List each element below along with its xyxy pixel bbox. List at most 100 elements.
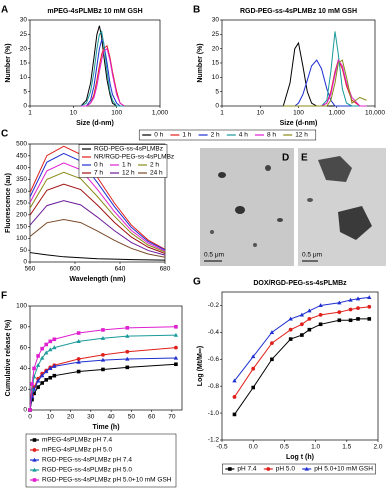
panel-label: B [193,5,200,16]
x-tick-label: 1.0 [311,444,320,451]
x-tick-label: 60 [148,414,156,421]
marker [32,366,36,371]
tem-image-d: 0.5 μm D [200,148,294,266]
series-line [80,47,125,107]
marker [318,312,323,317]
x-tick-label: 600 [70,266,81,273]
y-tick-label: 100 [16,235,27,242]
marker [307,317,312,321]
y-tick-label: 80 [20,324,28,331]
marker [32,448,37,452]
y-tick-label: 30 [20,17,28,24]
marker [101,328,105,332]
marker [125,365,130,370]
y-tick-label: -0.8 [208,383,220,390]
plot-frame [221,291,379,441]
x-tick-label: 1 [28,110,32,117]
y-axis-label: Number (%) [5,43,12,82]
legend-label: 0 h [94,162,103,169]
marker [307,308,312,313]
y-tick-label: 5 [23,88,27,95]
series-line [29,162,166,252]
y-tick-label: 300 [16,188,27,195]
marker [52,337,57,342]
y-tick-label: 20 [212,45,220,52]
series-line [80,30,125,107]
y-tick-label: 0 [23,407,27,414]
chart-panel: 0 20 40 60 80 100 0 10 20 30 40 50 60 70 F Time (h) Cumu… [1,291,183,488]
marker [32,457,37,462]
x-tick-label: 20 [67,414,75,421]
marker [52,373,57,378]
series-line [283,59,367,107]
series-line [29,200,166,256]
marker [251,354,256,359]
marker [173,332,179,337]
y-tick-label: 40 [20,365,28,372]
marker [266,467,271,471]
marker [355,296,361,301]
particle [210,230,214,234]
chart-panel: -1.2 -1.0 -0.8 -0.6 -0.4 -0.2 -0.5 0.0 0.5 1.0 1.5… [193,277,383,475]
y-tick-label: 10 [20,74,28,81]
marker [270,341,274,346]
y-tick-label: 250 [16,200,27,207]
x-tick-label: 640 [115,266,126,273]
marker [299,312,305,317]
x-tick-label: 10 [257,110,265,117]
marker [337,318,342,323]
y-tick-label: 450 [16,153,27,160]
x-tick-label: 100 [293,110,304,117]
marker [48,347,53,352]
marker [288,316,293,321]
legend-label: NR/RGD-PEG-ss-4sPLMBz [94,154,174,161]
marker [76,339,81,343]
y-tick-label: 500 [16,141,27,148]
marker [348,307,353,312]
particle [218,172,226,178]
marker [304,466,309,471]
y-tick-label: -0.4 [208,329,220,336]
marker [232,378,237,383]
panel-label: A [1,5,8,16]
marker [318,322,323,327]
x-tick-label: 10 [47,414,55,421]
legend-label: 12 h [122,170,135,177]
marker [288,337,293,341]
panel-label: E [301,153,308,164]
x-tick-label: 50 [128,414,136,421]
y-axis-label: Cumulative release (%) [5,320,12,397]
particle [277,218,283,222]
y-tick-label: -1.2 [208,437,220,444]
y-tick-label: 100 [16,303,27,310]
scale-bar-label: 0.5 μm [302,252,322,259]
y-tick-label: 400 [16,164,27,171]
legend-label: 12 h [295,132,308,139]
marker [174,362,178,367]
chart-title: DOX/RGD-PEG-ss-4sPLMBz [253,280,347,287]
chart-title: RGD-PEG-ss-4sPLMBz 10 mM GSH [240,8,357,15]
particle [338,206,372,240]
marker [300,333,304,337]
series-line [29,252,166,261]
y-tick-label: 0 [23,103,27,110]
series-line [283,59,367,107]
x-tick-label: 10 [70,110,78,117]
scale-bar-label: 0.5 μm [204,252,224,259]
x-tick-label: 70 [168,414,176,421]
marker [367,317,372,321]
marker [32,391,36,396]
particle [265,165,271,171]
marker [52,364,57,368]
x-tick-label: 40 [107,414,115,421]
marker [48,375,53,380]
marker [367,304,372,309]
y-tick-label: 30 [212,17,220,24]
x-axis-label: Time (h) [92,424,119,431]
series-line [283,31,367,107]
y-axis-label: Log (Mt/M∞) [197,346,204,386]
marker [173,355,179,360]
y-tick-label: -0.6 [208,356,220,363]
marker [232,412,237,417]
